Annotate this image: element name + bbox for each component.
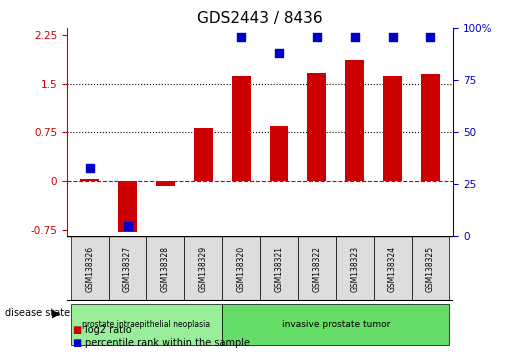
Text: ■: ■ (72, 325, 81, 335)
Point (85, 165, 94, 171)
Text: GSM138323: GSM138323 (350, 246, 359, 292)
Bar (232, 76, 251, 181)
Point (124, 223, 132, 229)
Point (237, 34, 245, 40)
Bar (421, 74, 440, 181)
Text: ■: ■ (72, 338, 81, 348)
FancyBboxPatch shape (336, 236, 374, 301)
Point (313, 34, 321, 40)
FancyBboxPatch shape (71, 304, 222, 345)
Text: prostate intraepithelial neoplasia: prostate intraepithelial neoplasia (82, 320, 211, 329)
Title: GDS2443 / 8436: GDS2443 / 8436 (197, 11, 323, 26)
Text: GSM138321: GSM138321 (274, 246, 284, 292)
Point (351, 34, 359, 40)
FancyBboxPatch shape (109, 236, 146, 301)
Text: disease state: disease state (5, 308, 70, 318)
Bar (307, 73, 327, 181)
Bar (118, 181, 137, 232)
Text: GSM138329: GSM138329 (199, 246, 208, 292)
Text: GSM138325: GSM138325 (426, 246, 435, 292)
Text: GSM138327: GSM138327 (123, 246, 132, 292)
Point (426, 34, 435, 40)
FancyBboxPatch shape (411, 236, 450, 301)
FancyBboxPatch shape (374, 236, 411, 301)
FancyBboxPatch shape (184, 236, 222, 301)
FancyBboxPatch shape (71, 236, 109, 301)
Bar (383, 76, 402, 181)
FancyBboxPatch shape (298, 236, 336, 301)
Bar (156, 181, 175, 186)
Text: percentile rank within the sample: percentile rank within the sample (85, 338, 250, 348)
Bar (269, 126, 288, 181)
Text: GSM138324: GSM138324 (388, 246, 397, 292)
Bar (194, 128, 213, 181)
Bar (80, 179, 99, 181)
FancyBboxPatch shape (222, 304, 450, 345)
FancyBboxPatch shape (146, 236, 184, 301)
Text: GSM138320: GSM138320 (236, 246, 246, 292)
Text: ▶: ▶ (52, 308, 60, 318)
Text: GSM138328: GSM138328 (161, 246, 170, 292)
Text: GSM138322: GSM138322 (313, 246, 321, 292)
Point (275, 51, 283, 56)
Text: log2 ratio: log2 ratio (85, 325, 132, 335)
FancyBboxPatch shape (260, 236, 298, 301)
Text: invasive prostate tumor: invasive prostate tumor (282, 320, 390, 329)
Text: GSM138326: GSM138326 (85, 246, 94, 292)
Bar (345, 59, 364, 181)
Point (388, 34, 397, 40)
FancyBboxPatch shape (222, 236, 260, 301)
